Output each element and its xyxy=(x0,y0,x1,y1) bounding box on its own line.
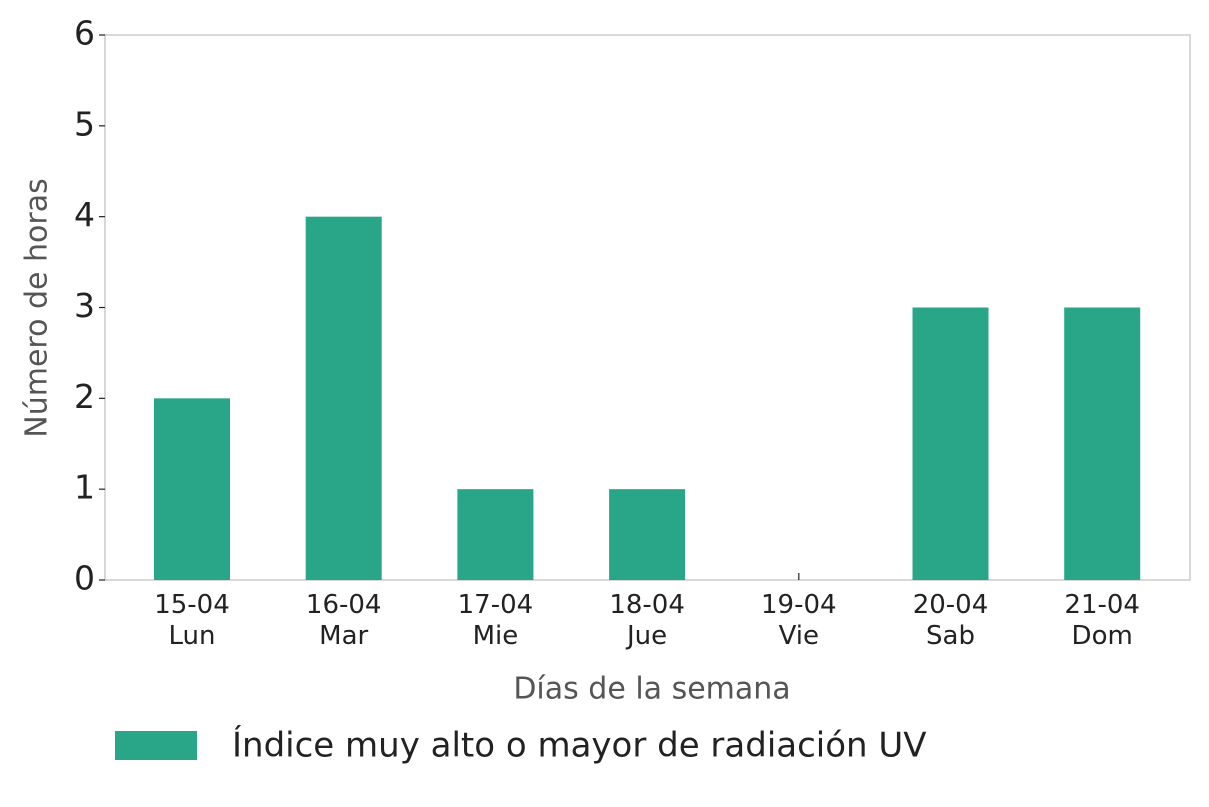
x-tick-label: 17-04 Mie xyxy=(457,590,534,651)
bar xyxy=(609,489,686,580)
y-axis-title: Número de horas xyxy=(20,178,55,437)
x-tick-label: 16-04 Mar xyxy=(305,590,382,651)
bar xyxy=(1064,307,1141,580)
legend-swatch xyxy=(115,731,197,760)
y-tick-label: 2 xyxy=(74,377,95,416)
y-tick-label: 3 xyxy=(74,286,95,325)
legend-label: Índice muy alto o mayor de radiación UV xyxy=(232,725,927,766)
y-tick-label: 0 xyxy=(74,559,95,598)
x-tick-label: 19-04 Vie xyxy=(761,590,837,651)
bar xyxy=(305,216,382,580)
y-tick-label: 1 xyxy=(74,468,95,507)
x-tick-label: 18-04 Jue xyxy=(609,590,685,651)
bar xyxy=(457,489,534,580)
x-tick-label: 15-04 Lun xyxy=(154,590,230,651)
y-tick-label: 6 xyxy=(74,14,95,53)
x-tick-label: 21-04 Dom xyxy=(1064,590,1140,651)
y-tick-label: 5 xyxy=(74,104,95,143)
y-tick-label: 4 xyxy=(74,195,95,234)
x-axis-title: Días de la semana xyxy=(513,672,790,707)
bar xyxy=(912,307,989,580)
x-tick-label: 20-04 Sab xyxy=(912,590,989,651)
bar xyxy=(154,398,230,580)
